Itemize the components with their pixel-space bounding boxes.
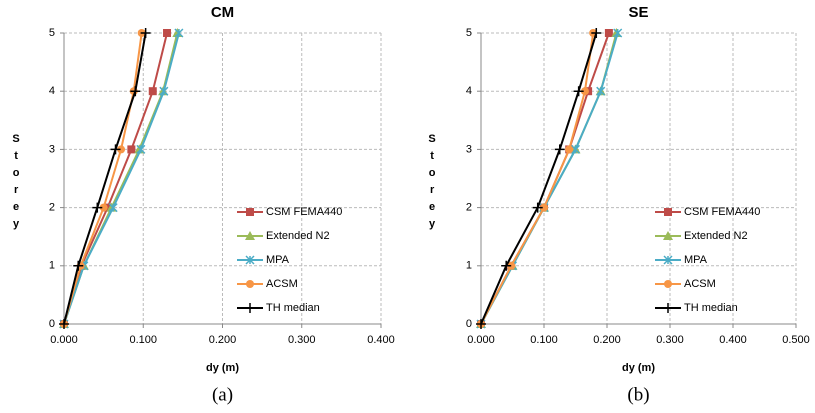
- marker: [591, 28, 602, 38]
- legend-label: CSM FEMA440: [266, 206, 342, 218]
- marker: [163, 29, 172, 37]
- marker: [532, 202, 543, 213]
- series-line: [63, 32, 143, 325]
- marker: [73, 260, 84, 271]
- chart-title: CM: [211, 4, 234, 21]
- y-tick-label: 0: [466, 318, 472, 330]
- y-tick-label: 3: [49, 143, 55, 155]
- x-tick-label: 0.400: [367, 334, 395, 346]
- marker: [159, 86, 169, 96]
- marker: [664, 280, 672, 288]
- marker: [59, 319, 69, 329]
- legend-label: ACSM: [266, 278, 298, 290]
- series-line: [480, 32, 598, 325]
- marker: [476, 319, 486, 329]
- marker: [507, 261, 516, 270]
- marker: [604, 29, 613, 37]
- chart-title: SE: [628, 4, 648, 21]
- marker: [99, 203, 108, 212]
- marker: [570, 144, 581, 154]
- series-line: [63, 32, 179, 325]
- y-tick-label: 0: [49, 318, 55, 330]
- caption: (b): [627, 384, 649, 405]
- marker: [148, 87, 157, 96]
- series-line: [63, 32, 147, 325]
- y-tick-label: 1: [466, 260, 472, 272]
- marker: [127, 145, 136, 154]
- x-tick-label: 0.200: [593, 334, 621, 346]
- marker: [246, 208, 254, 216]
- marker: [245, 255, 255, 265]
- marker: [130, 86, 141, 97]
- x-tick-label: 0.100: [129, 334, 157, 346]
- x-tick-label: 0.000: [50, 334, 78, 346]
- marker: [136, 144, 146, 154]
- y-tick-label: 5: [49, 27, 55, 39]
- marker: [663, 255, 673, 265]
- y-tick-label: 4: [466, 85, 472, 97]
- x-axis-title: dy (m): [622, 362, 655, 374]
- y-tick-label: 2: [49, 202, 55, 214]
- marker: [613, 28, 623, 38]
- caption: (a): [212, 384, 233, 405]
- marker: [140, 28, 151, 38]
- y-tick-label: 5: [466, 27, 472, 39]
- legend-label: CSM FEMA440: [684, 206, 760, 218]
- marker: [108, 203, 118, 213]
- x-axis-title: dy (m): [206, 362, 239, 374]
- marker: [246, 280, 254, 288]
- legend-label: MPA: [684, 254, 708, 266]
- marker: [664, 208, 672, 216]
- y-tick-label: 2: [466, 202, 472, 214]
- marker: [501, 260, 512, 271]
- y-tick-label: 4: [49, 85, 55, 97]
- marker: [573, 86, 584, 97]
- marker: [580, 87, 589, 96]
- marker: [174, 28, 184, 38]
- x-tick-label: 0.400: [719, 334, 747, 346]
- x-tick-label: 0.500: [782, 334, 810, 346]
- legend-label: MPA: [266, 254, 290, 266]
- marker: [245, 231, 255, 240]
- marker: [596, 86, 606, 96]
- marker: [554, 144, 565, 155]
- y-axis-title: Storey: [10, 133, 22, 235]
- legend-label: Extended N2: [684, 230, 748, 242]
- marker: [663, 231, 673, 240]
- legend-label: TH median: [684, 302, 738, 314]
- legend-label: ACSM: [684, 278, 716, 290]
- x-tick-label: 0.300: [656, 334, 684, 346]
- marker: [117, 145, 126, 154]
- marker: [92, 202, 103, 213]
- series-line: [63, 32, 180, 325]
- x-tick-label: 0.200: [209, 334, 237, 346]
- x-tick-label: 0.000: [467, 334, 495, 346]
- marker: [663, 303, 673, 313]
- legend-label: Extended N2: [266, 230, 330, 242]
- y-axis-title: Storey: [426, 133, 438, 235]
- series-line: [480, 32, 595, 325]
- y-tick-label: 1: [49, 260, 55, 272]
- marker: [245, 303, 255, 313]
- legend-label: TH median: [266, 302, 320, 314]
- x-tick-label: 0.300: [288, 334, 316, 346]
- marker: [110, 144, 121, 155]
- x-tick-label: 0.100: [530, 334, 558, 346]
- marker: [565, 145, 574, 154]
- marker: [540, 203, 548, 212]
- y-tick-label: 3: [466, 143, 472, 155]
